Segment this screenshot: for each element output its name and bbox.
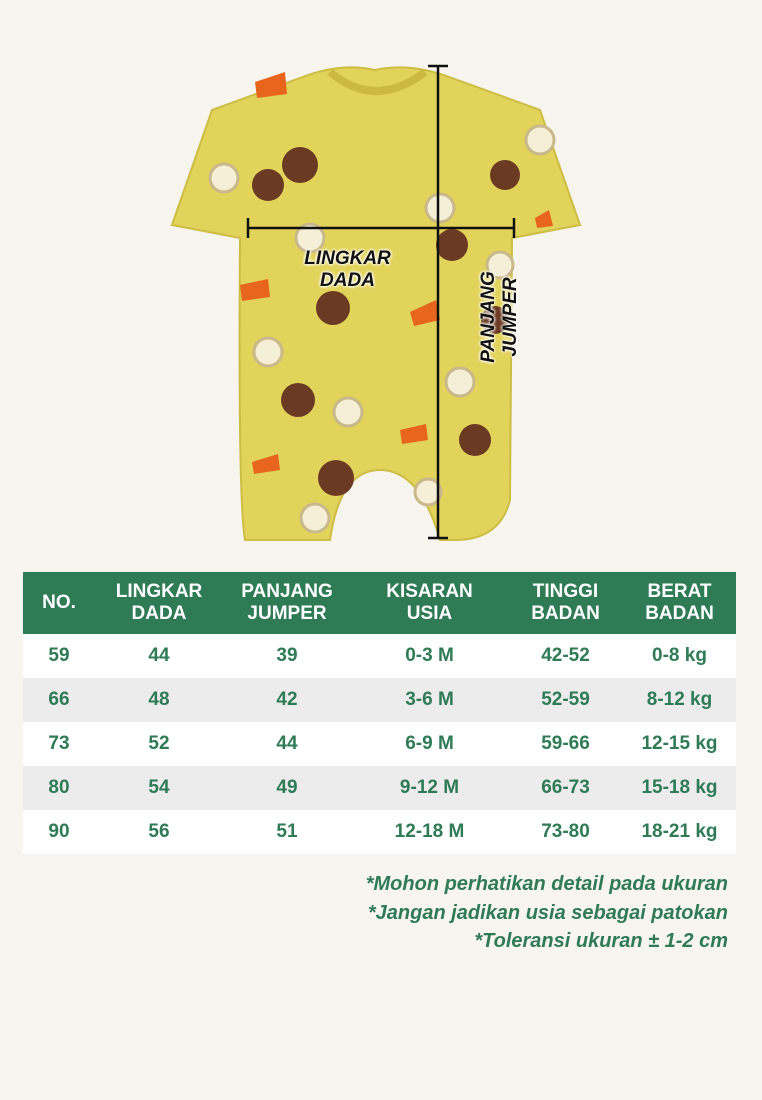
hat-prints bbox=[240, 72, 553, 474]
table-cell: 6-9 M bbox=[351, 722, 508, 766]
note-tolerance: *Toleransi ukuran ± 1-2 cm bbox=[474, 930, 728, 952]
table-cell: 54 bbox=[95, 766, 223, 810]
romper-image bbox=[170, 64, 582, 541]
table-cell: 48 bbox=[95, 678, 223, 722]
table-cell: 18-21 kg bbox=[623, 810, 736, 854]
table-row: 66 48 42 3-6 M 52-59 8-12 kg bbox=[23, 678, 736, 722]
table-cell: 44 bbox=[223, 722, 351, 766]
table-cell: 51 bbox=[223, 810, 351, 854]
label-line: JUMPER bbox=[500, 277, 521, 357]
romper-illustration: LINGKAR DADA PANJANG JUMPER bbox=[170, 64, 582, 541]
table-row: 73 52 44 6-9 M 59-66 12-15 kg bbox=[23, 722, 736, 766]
table-cell: 56 bbox=[95, 810, 223, 854]
header-no: NO. bbox=[23, 572, 95, 634]
note-age: *Jangan jadikan usia sebagai patokan bbox=[367, 901, 728, 924]
table-row: 80 54 49 9-12 M 66-73 15-18 kg bbox=[23, 766, 736, 810]
table-cell: 0-8 kg bbox=[623, 634, 736, 678]
table-cell: 0-3 M bbox=[351, 634, 508, 678]
chest-measure-label: LINGKAR DADA bbox=[290, 248, 405, 292]
table-cell: 52 bbox=[95, 722, 223, 766]
table-cell: 42 bbox=[223, 678, 351, 722]
table-cell: 59-66 bbox=[508, 722, 623, 766]
table-cell: 49 bbox=[223, 766, 351, 810]
table-cell: 90 bbox=[23, 810, 95, 854]
label-line: DADA bbox=[320, 270, 375, 291]
donut-prints bbox=[208, 124, 556, 534]
header-weight: BERAT BADAN bbox=[623, 572, 736, 634]
label-line: LINGKAR bbox=[304, 248, 391, 269]
table-row: 90 56 51 12-18 M 73-80 18-21 kg bbox=[23, 810, 736, 854]
size-chart-table: NO. LINGKAR DADA PANJANG JUMPER KISARAN USI… bbox=[23, 572, 736, 854]
table-cell: 15-18 kg bbox=[623, 766, 736, 810]
table-cell: 12-15 kg bbox=[623, 722, 736, 766]
header-age: KISARAN USIA bbox=[351, 572, 508, 634]
table-cell: 66 bbox=[23, 678, 95, 722]
table-cell: 66-73 bbox=[508, 766, 623, 810]
table-cell: 9-12 M bbox=[351, 766, 508, 810]
header-height: TINGGI BADAN bbox=[508, 572, 623, 634]
notes: *Mohon perhatikan detail pada ukuran *Ja… bbox=[366, 870, 728, 956]
table-cell: 73 bbox=[23, 722, 95, 766]
table-cell: 80 bbox=[23, 766, 95, 810]
table-cell: 44 bbox=[95, 634, 223, 678]
table-cell: 3-6 M bbox=[351, 678, 508, 722]
label-line: PANJANG bbox=[478, 271, 499, 363]
table-cell: 8-12 kg bbox=[623, 678, 736, 722]
header-length: PANJANG JUMPER bbox=[223, 572, 351, 634]
table-cell: 12-18 M bbox=[351, 810, 508, 854]
bear-prints bbox=[252, 147, 520, 496]
measure-lines bbox=[246, 64, 516, 540]
table-header-row: NO. LINGKAR DADA PANJANG JUMPER KISARAN USI… bbox=[23, 572, 736, 634]
table-cell: 42-52 bbox=[508, 634, 623, 678]
table-cell: 59 bbox=[23, 634, 95, 678]
table-cell: 73-80 bbox=[508, 810, 623, 854]
table-cell: 39 bbox=[223, 634, 351, 678]
length-measure-label: PANJANG JUMPER bbox=[478, 257, 522, 377]
table-row: 59 44 39 0-3 M 42-52 0-8 kg bbox=[23, 634, 736, 678]
header-chest: LINGKAR DADA bbox=[95, 572, 223, 634]
table-cell: 52-59 bbox=[508, 678, 623, 722]
note-size-detail: *Mohon perhatikan detail pada ukuran bbox=[365, 873, 728, 895]
